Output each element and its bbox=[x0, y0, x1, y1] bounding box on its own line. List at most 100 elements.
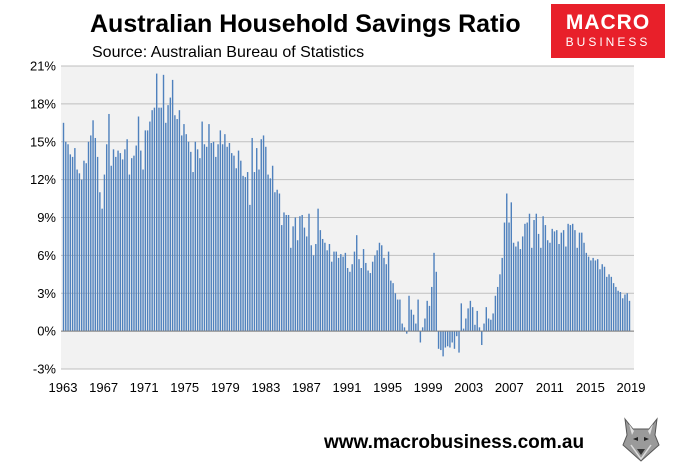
bar bbox=[80, 179, 83, 332]
bar bbox=[517, 241, 519, 332]
bar bbox=[262, 135, 265, 332]
bar bbox=[544, 225, 547, 332]
bar bbox=[96, 156, 99, 332]
bar bbox=[201, 121, 203, 332]
bar bbox=[192, 172, 194, 332]
bar bbox=[308, 213, 310, 332]
chart-title: Australian Household Savings Ratio bbox=[90, 10, 521, 38]
bar bbox=[290, 247, 292, 332]
bar bbox=[233, 155, 235, 332]
bar bbox=[190, 151, 192, 332]
bar bbox=[392, 283, 394, 332]
bar bbox=[526, 222, 528, 332]
bar bbox=[115, 156, 117, 332]
bar bbox=[615, 286, 617, 332]
bar bbox=[381, 245, 383, 332]
bar bbox=[617, 290, 619, 332]
bar bbox=[371, 261, 374, 332]
bar bbox=[301, 214, 303, 332]
bar bbox=[174, 115, 176, 332]
y-tick-label: 15% bbox=[30, 134, 56, 149]
bar bbox=[99, 192, 101, 332]
bar bbox=[203, 144, 206, 332]
bar bbox=[321, 238, 324, 332]
bar bbox=[506, 193, 508, 332]
footer-url[interactable]: www.macrobusiness.com.au bbox=[324, 432, 585, 453]
bar bbox=[396, 299, 399, 332]
bar bbox=[369, 273, 372, 332]
bar bbox=[537, 233, 540, 332]
bar bbox=[296, 240, 299, 332]
bar bbox=[169, 97, 172, 332]
bar bbox=[424, 318, 426, 332]
bar bbox=[487, 318, 490, 332]
bar bbox=[276, 189, 278, 332]
savings-ratio-chart: 21% 18% 15% 12% 9% 6% 3% 0% -3% 1963 1967 1971 1975… bbox=[30, 59, 645, 396]
bar bbox=[133, 155, 135, 332]
bar bbox=[256, 148, 258, 332]
bar bbox=[458, 331, 460, 353]
bar bbox=[121, 159, 124, 332]
bar bbox=[292, 226, 294, 332]
bar bbox=[628, 300, 631, 332]
bar bbox=[401, 323, 403, 332]
bar bbox=[576, 247, 578, 332]
x-tick-label: 1983 bbox=[251, 380, 280, 395]
bar bbox=[285, 214, 287, 332]
bar bbox=[478, 327, 481, 332]
bar bbox=[565, 246, 567, 332]
bar bbox=[342, 256, 344, 332]
bar bbox=[176, 119, 178, 332]
bar bbox=[415, 323, 417, 332]
bar bbox=[421, 327, 424, 332]
bar bbox=[312, 255, 315, 332]
bar bbox=[601, 264, 603, 332]
bar bbox=[578, 232, 581, 332]
bar bbox=[569, 225, 572, 332]
bar bbox=[149, 121, 151, 332]
bar bbox=[551, 228, 553, 332]
bar bbox=[521, 236, 524, 332]
x-tick-label: 2011 bbox=[536, 380, 564, 395]
bar bbox=[83, 160, 85, 332]
chart-subtitle: Source: Australian Bureau of Statistics bbox=[92, 44, 365, 61]
bar bbox=[574, 230, 576, 332]
bar bbox=[331, 261, 333, 332]
bar bbox=[246, 172, 249, 332]
bar bbox=[408, 295, 410, 332]
y-axis-labels: 21% 18% 15% 12% 9% 6% 3% 0% -3% bbox=[30, 59, 56, 377]
bar bbox=[67, 144, 69, 332]
bar bbox=[367, 270, 369, 332]
bar bbox=[112, 149, 115, 332]
bar bbox=[383, 257, 385, 332]
bar bbox=[481, 331, 483, 346]
bar bbox=[219, 130, 222, 332]
bar bbox=[90, 135, 92, 332]
bar bbox=[326, 250, 328, 332]
bar bbox=[467, 308, 469, 332]
bar bbox=[130, 158, 133, 332]
bar bbox=[471, 307, 474, 332]
bar bbox=[281, 225, 283, 332]
bar bbox=[435, 271, 437, 332]
bar bbox=[224, 134, 226, 332]
bar bbox=[594, 260, 597, 332]
bar bbox=[485, 307, 487, 332]
bar bbox=[335, 251, 337, 332]
bar bbox=[549, 242, 551, 332]
bar bbox=[206, 146, 208, 332]
bar bbox=[94, 137, 97, 332]
bar bbox=[531, 247, 533, 332]
bar bbox=[244, 177, 247, 332]
bar bbox=[592, 257, 594, 332]
y-tick-label: 18% bbox=[30, 96, 56, 111]
bar bbox=[476, 310, 478, 332]
bar bbox=[171, 79, 174, 332]
bar bbox=[387, 251, 390, 332]
bar bbox=[626, 293, 628, 332]
bar bbox=[406, 331, 408, 334]
bar bbox=[253, 172, 256, 332]
bar bbox=[365, 262, 367, 332]
bar bbox=[317, 208, 319, 332]
bar bbox=[110, 165, 112, 332]
